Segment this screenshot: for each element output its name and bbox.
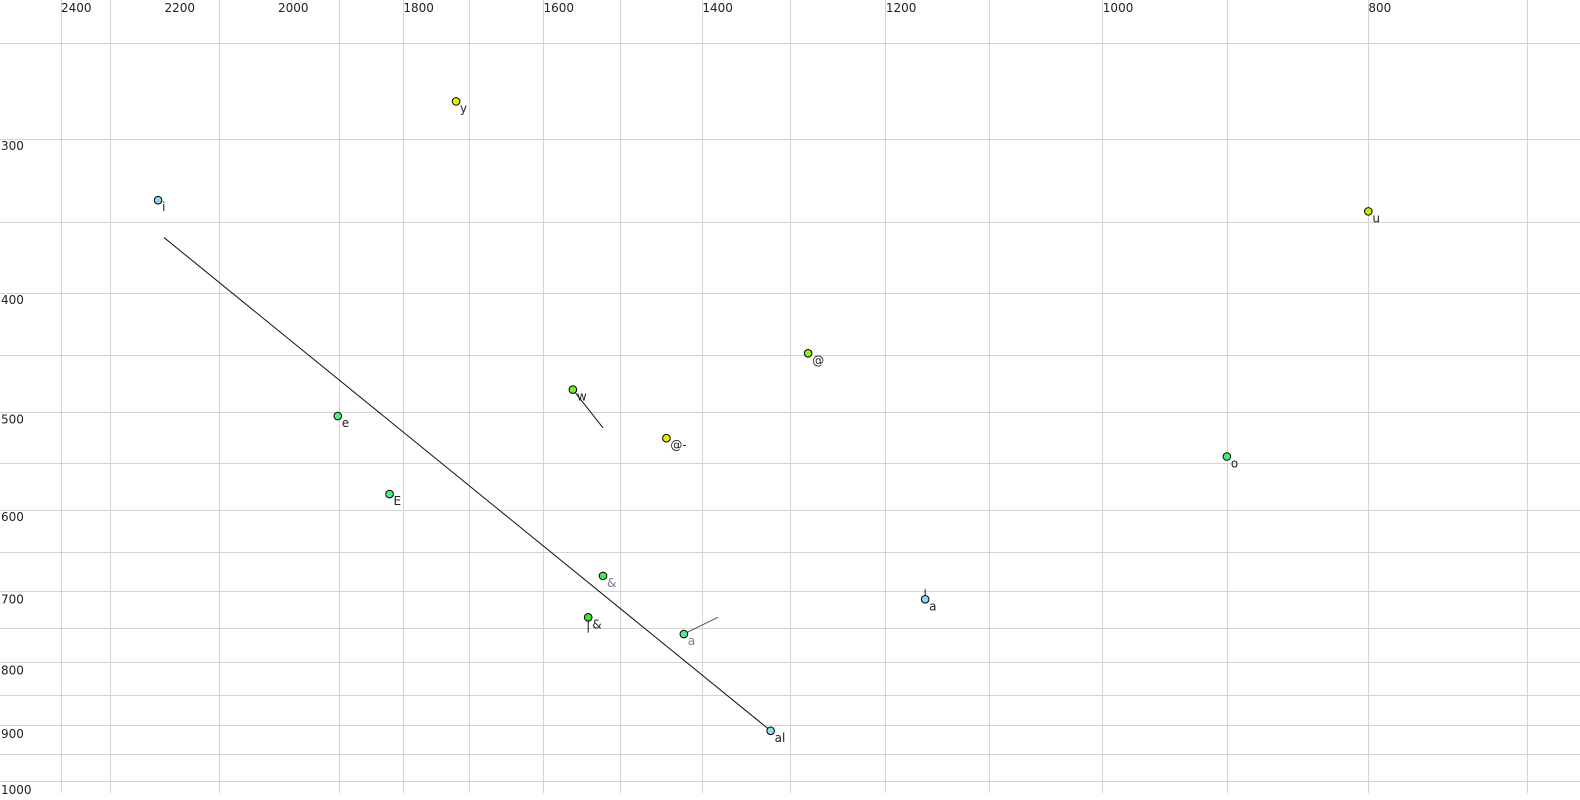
- y-tick-label: 800: [1, 664, 24, 678]
- trajectory-line: [683, 616, 719, 635]
- data-point: [662, 433, 671, 443]
- point-label: E: [394, 494, 402, 508]
- x-tick-label: 1200: [886, 1, 917, 15]
- point-label: y: [460, 101, 467, 115]
- point-label: al: [775, 731, 786, 745]
- data-point: [385, 489, 394, 499]
- y-tick-label: 300: [1, 139, 24, 153]
- point-label: i: [162, 200, 165, 214]
- points: y i u @ w e @- o E & a & a al: [153, 97, 1380, 745]
- data-point: [598, 571, 608, 581]
- data-point: [333, 411, 343, 421]
- x-tick-label: 1400: [702, 1, 733, 15]
- y-tick-label: 1000: [1, 783, 32, 797]
- x-axis-ticks: 2400 2200 2000 1800 1600 1400 1200 1000 800: [61, 1, 1391, 15]
- data-point: [679, 629, 689, 639]
- point-label: w: [577, 390, 587, 404]
- y-tick-label: 700: [1, 592, 24, 606]
- data-point: [1222, 452, 1232, 461]
- point-label: a: [688, 634, 695, 648]
- data-point: [920, 595, 930, 604]
- x-tick-label: 2400: [61, 1, 92, 15]
- point-label: &: [592, 617, 601, 631]
- data-point: [1364, 207, 1373, 216]
- x-tick-label: 800: [1368, 1, 1391, 15]
- x-tick-label: 1000: [1103, 1, 1134, 15]
- point-label: @: [812, 353, 824, 367]
- y-tick-label: 900: [1, 727, 24, 741]
- y-axis-ticks: 300 400 500 600 700 800 900 1000: [1, 139, 32, 797]
- x-tick-label: 1600: [544, 1, 575, 15]
- y-tick-label: 500: [1, 412, 24, 426]
- data-point: [583, 613, 593, 622]
- x-tick-label: 2200: [165, 1, 196, 15]
- point-label: @-: [670, 438, 686, 452]
- point-label: a: [929, 599, 936, 613]
- data-point: [568, 385, 578, 394]
- y-tick-label: 400: [1, 293, 24, 307]
- trajectories: [163, 237, 926, 732]
- y-tick-label: 600: [1, 510, 24, 524]
- point-label: o: [1231, 456, 1238, 470]
- trajectory-line: [163, 237, 771, 732]
- x-tick-label: 1800: [403, 1, 434, 15]
- data-point: [451, 97, 461, 106]
- point-label: e: [342, 416, 349, 430]
- x-tick-label: 2000: [278, 1, 309, 15]
- trajectory-line: [572, 389, 604, 429]
- data-point: [766, 726, 775, 736]
- data-point: [803, 349, 813, 358]
- point-label: u: [1372, 211, 1380, 225]
- data-point: [153, 195, 163, 205]
- point-label: &: [607, 576, 616, 590]
